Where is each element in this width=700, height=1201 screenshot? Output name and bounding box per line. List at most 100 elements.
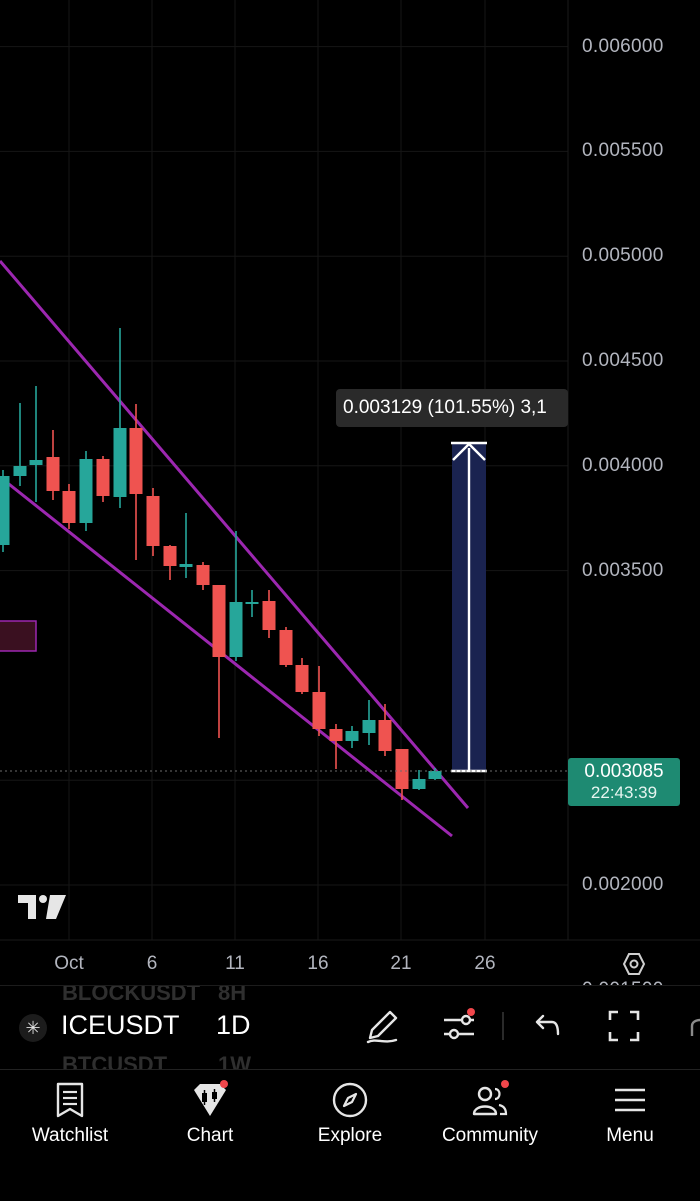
wedge-upper-trendline — [0, 260, 470, 809]
candle-up — [345, 726, 359, 748]
chart-area[interactable]: 0.0100000.0095000.0090000.0085000.008000… — [0, 0, 700, 1000]
candle-up — [13, 403, 27, 486]
nav-menu[interactable]: Menu — [560, 1070, 700, 1201]
nav-watchlist[interactable]: Watchlist — [0, 1070, 140, 1201]
candle-body — [96, 459, 110, 496]
candle-down — [96, 456, 110, 502]
ghost-symbol-above: BLOCKUSDT — [62, 985, 201, 1005]
candle-body — [412, 779, 426, 789]
candle-body — [312, 692, 326, 729]
fullscreen-icon[interactable] — [604, 1006, 644, 1046]
nav-chart-label: Chart — [186, 1125, 234, 1146]
symbol-logo-icon[interactable]: ✳ — [19, 1014, 47, 1042]
candle-body — [345, 731, 359, 741]
interval-selector[interactable]: 1D — [216, 1010, 251, 1040]
chart-settings-icon[interactable] — [622, 952, 646, 976]
date-axis-label: 11 — [225, 953, 245, 974]
candle-body — [229, 602, 243, 657]
candle-up — [412, 770, 426, 790]
current-price-tag: 0.003085 22:43:39 — [568, 758, 680, 806]
candle-body — [295, 665, 309, 692]
symbol-toolbar: BLOCKUSDT 8H BTCUSDT 1W — [0, 985, 700, 1070]
candle-body — [212, 585, 226, 657]
nav-explore-label: Explore — [317, 1125, 383, 1146]
candle-up — [0, 470, 10, 552]
wedge-lower-trendline — [0, 475, 453, 838]
candle-body — [13, 466, 27, 476]
hamburger-icon — [615, 1088, 645, 1112]
candlestick-series — [0, 328, 442, 800]
candle-up — [29, 386, 43, 502]
candle-down — [295, 658, 309, 694]
nav-chart[interactable]: Chart — [140, 1070, 280, 1201]
candle-down — [378, 704, 392, 756]
toolbar-divider — [502, 1012, 504, 1040]
date-axis-label: 21 — [390, 953, 412, 974]
bookmark-list-icon — [56, 1082, 84, 1118]
candle-up — [179, 513, 193, 578]
symbol-name[interactable]: ICEUSDT — [61, 1010, 180, 1040]
candle-body — [62, 491, 76, 523]
tradingview-logo-icon[interactable] — [18, 893, 68, 921]
undo-icon[interactable] — [528, 1006, 568, 1046]
nav-explore[interactable]: Explore — [280, 1070, 420, 1201]
support-zone-box — [0, 620, 37, 652]
price-axis-label: 0.005500 — [582, 140, 664, 162]
candle-down — [312, 666, 326, 736]
price-axis-label: 0.004000 — [582, 454, 664, 476]
candle-down — [129, 404, 143, 560]
candles-icon — [194, 1084, 226, 1116]
candle-up — [113, 328, 127, 508]
candle-body — [146, 496, 160, 546]
candle-down — [146, 488, 160, 556]
date-axis-label: 26 — [474, 953, 496, 974]
price-chart[interactable] — [0, 0, 700, 985]
candle-body — [279, 630, 293, 665]
ghost-interval-below: 1W — [218, 1052, 251, 1070]
candle-body — [196, 565, 210, 585]
compass-icon — [332, 1082, 368, 1118]
date-axis-label: Oct — [54, 953, 84, 974]
candle-up — [245, 590, 259, 617]
candle-down — [196, 562, 210, 590]
more-tools-icon[interactable] — [686, 1012, 700, 1042]
candle-body — [46, 457, 60, 491]
candle-body — [428, 771, 442, 779]
candle-down — [212, 585, 226, 738]
candle-down — [395, 749, 409, 800]
measure-tool-label[interactable]: 0.003129 (101.55%) 3,1 — [336, 389, 568, 427]
price-axis-label: 0.004500 — [582, 350, 664, 371]
nav-community[interactable]: Community — [420, 1070, 560, 1201]
price-axis-label: 0.003500 — [582, 559, 664, 581]
candle-down — [329, 724, 343, 769]
candle-body — [29, 460, 43, 465]
candle-body — [113, 428, 127, 497]
candle-body — [179, 564, 193, 567]
candle-body — [378, 720, 392, 751]
indicators-icon[interactable] — [440, 1006, 480, 1046]
nav-menu-label: Menu — [606, 1125, 654, 1146]
pen-tool-icon[interactable] — [362, 1006, 402, 1046]
current-price-value: 0.003085 — [584, 761, 664, 782]
candle-down — [163, 545, 177, 580]
candle-body — [395, 749, 409, 789]
nav-watchlist-label: Watchlist — [31, 1125, 109, 1146]
date-axis-label: 6 — [146, 953, 158, 974]
candle-up — [428, 768, 442, 780]
users-icon — [472, 1086, 508, 1116]
ghost-interval-above: 8H — [218, 985, 247, 1005]
ghost-symbol-below: BTCUSDT — [62, 1052, 168, 1070]
candle-body — [245, 602, 259, 604]
candle-body — [262, 601, 276, 630]
candle-body — [0, 476, 10, 545]
candle-down — [62, 484, 76, 529]
community-notification-dot — [501, 1080, 509, 1088]
candle-body — [129, 428, 143, 494]
chart-overlays — [0, 441, 568, 773]
chart-notification-dot — [220, 1080, 228, 1088]
candle-up — [229, 531, 243, 661]
candle-body — [163, 546, 177, 566]
falling-wedge-lines — [0, 260, 470, 838]
candle-body — [362, 720, 376, 733]
price-axis-label: 0.005000 — [582, 245, 664, 267]
